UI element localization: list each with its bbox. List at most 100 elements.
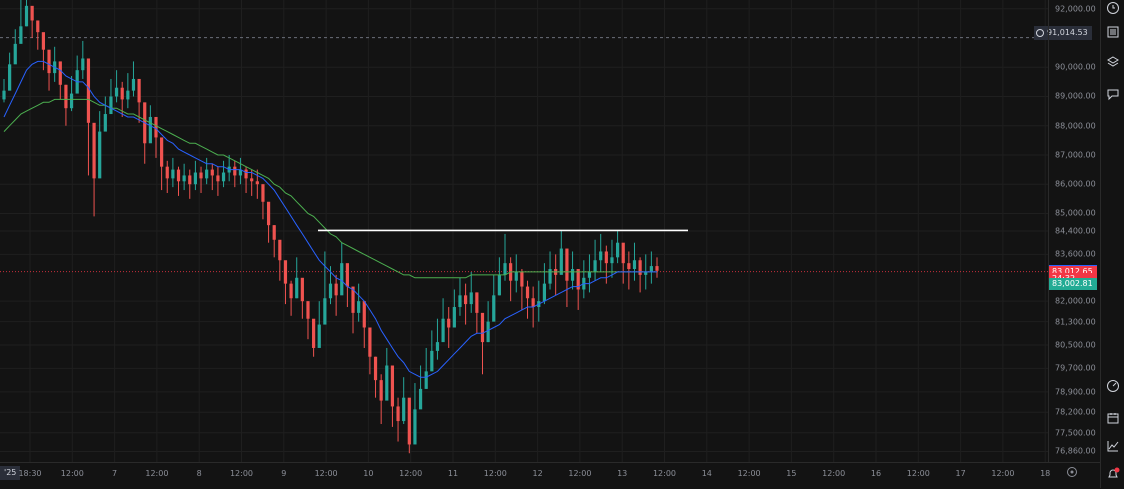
candle-body: [165, 166, 169, 179]
watchlist-icon[interactable]: [1105, 24, 1121, 40]
candle-body: [503, 263, 507, 275]
price-tick-label: 86,000.00: [1055, 179, 1096, 189]
candle-body: [480, 312, 485, 343]
price-tick-label: 78,200.00: [1055, 407, 1096, 417]
price-chart[interactable]: [0, 0, 1048, 462]
candle-body: [261, 184, 265, 202]
candle-body: [13, 43, 17, 65]
candle-body: [148, 116, 152, 144]
time-tick-label: 18:30: [18, 469, 42, 478]
candle-body: [531, 298, 535, 308]
candle-body: [306, 301, 310, 319]
candle-body: [233, 166, 237, 176]
candle-body: [424, 371, 428, 389]
candle-body: [638, 260, 642, 275]
price-tick-label: 81,300.00: [1055, 317, 1096, 327]
candle-body: [154, 116, 158, 138]
time-tick-label: 12:00: [60, 469, 84, 478]
ma-fast-line: [3, 60, 657, 378]
time-tick-label: 17: [955, 469, 966, 478]
candle-body: [655, 266, 659, 271]
candle-body: [649, 266, 653, 272]
time-tick-label: 12:00: [399, 469, 423, 478]
candle-body: [396, 406, 400, 422]
candle-body: [250, 178, 254, 182]
price-tick-label: 80,500.00: [1055, 340, 1096, 350]
layers-icon[interactable]: [1105, 54, 1121, 70]
candle-body: [407, 397, 411, 445]
date-badge: '25: [0, 466, 21, 480]
price-tick-label: 77,500.00: [1055, 428, 1096, 438]
candle-body: [47, 49, 51, 74]
candle-body: [283, 260, 288, 284]
clock-icon[interactable]: [1105, 0, 1121, 16]
candle-body: [390, 365, 395, 407]
candle-body: [497, 274, 501, 296]
candle-body: [92, 122, 96, 179]
time-tick-label: 12:00: [822, 469, 846, 478]
price-tick-label: 92,000.00: [1055, 4, 1096, 14]
candle-body: [362, 301, 366, 328]
candle-body: [103, 114, 107, 132]
candle-body: [8, 64, 12, 91]
price-tick-label: 84,400.00: [1055, 226, 1096, 236]
price-tick-label: 87,000.00: [1055, 150, 1096, 160]
candle-body: [576, 269, 580, 290]
candle-body: [216, 175, 220, 182]
candle-body: [368, 327, 372, 357]
price-axis[interactable]: 92,000.00 90,000.00 89,000.00 88,000.00 87,0…: [1048, 0, 1101, 462]
indicator-chart-icon[interactable]: [1105, 438, 1121, 454]
candle-body: [357, 301, 361, 313]
candle-body: [469, 292, 473, 305]
candle-body: [351, 286, 355, 313]
axis-settings-icon[interactable]: [1066, 466, 1078, 478]
time-tick-label: 8: [196, 469, 202, 478]
time-tick-label: 16: [870, 469, 882, 478]
candle-body: [272, 225, 276, 240]
candle-body: [644, 271, 648, 275]
candle-body: [570, 269, 575, 281]
time-tick-label: 12:00: [737, 469, 761, 478]
speedometer-icon[interactable]: [1105, 378, 1121, 394]
candle-body: [114, 87, 119, 97]
price-tick-label: 89,000.00: [1055, 91, 1096, 101]
candle-body: [458, 295, 462, 308]
candle-body: [621, 242, 625, 264]
candle-body: [193, 172, 197, 185]
alert-clock-icon: [1036, 29, 1044, 37]
candle-body: [2, 90, 6, 100]
candle-body: [464, 295, 468, 305]
candle-body: [435, 342, 440, 351]
time-tick-label: 12:00: [568, 469, 592, 478]
time-tick-label: 12:00: [483, 469, 507, 478]
time-tick-label: 12:00: [991, 469, 1015, 478]
candle-body: [131, 78, 136, 91]
price-tick-label: 82,000.00: [1055, 296, 1096, 306]
calendar-icon[interactable]: [1105, 410, 1121, 426]
candle-body: [41, 32, 46, 50]
time-tick-label: 9: [281, 469, 287, 478]
candle-body: [452, 307, 456, 328]
candle-body: [221, 172, 226, 182]
chat-icon[interactable]: [1105, 86, 1121, 102]
candle-body: [289, 283, 293, 299]
candle-body: [137, 78, 141, 103]
candle-body: [492, 295, 496, 322]
candle-body: [627, 263, 631, 270]
candle-body: [520, 271, 524, 287]
right-toolbar: [1100, 0, 1124, 488]
time-tick-label: 10: [363, 469, 374, 478]
candle-body: [244, 169, 248, 179]
candle-body: [548, 269, 552, 284]
notifications-icon[interactable]: [1105, 466, 1121, 482]
time-tick-label: 13: [617, 469, 628, 478]
candle-body: [30, 5, 34, 21]
time-tick-label: 12:00: [652, 469, 677, 478]
candle-body: [604, 251, 608, 264]
candle-body: [160, 137, 164, 167]
candle-body: [430, 350, 434, 372]
time-axis[interactable]: '25 18:30 12:00 7 12:00 8 12:00 9 12:00 10 12:00 1…: [0, 462, 1100, 489]
price-tick-label: 83,600.00: [1055, 249, 1096, 259]
candle-body: [58, 61, 62, 85]
candle-body: [385, 365, 389, 401]
